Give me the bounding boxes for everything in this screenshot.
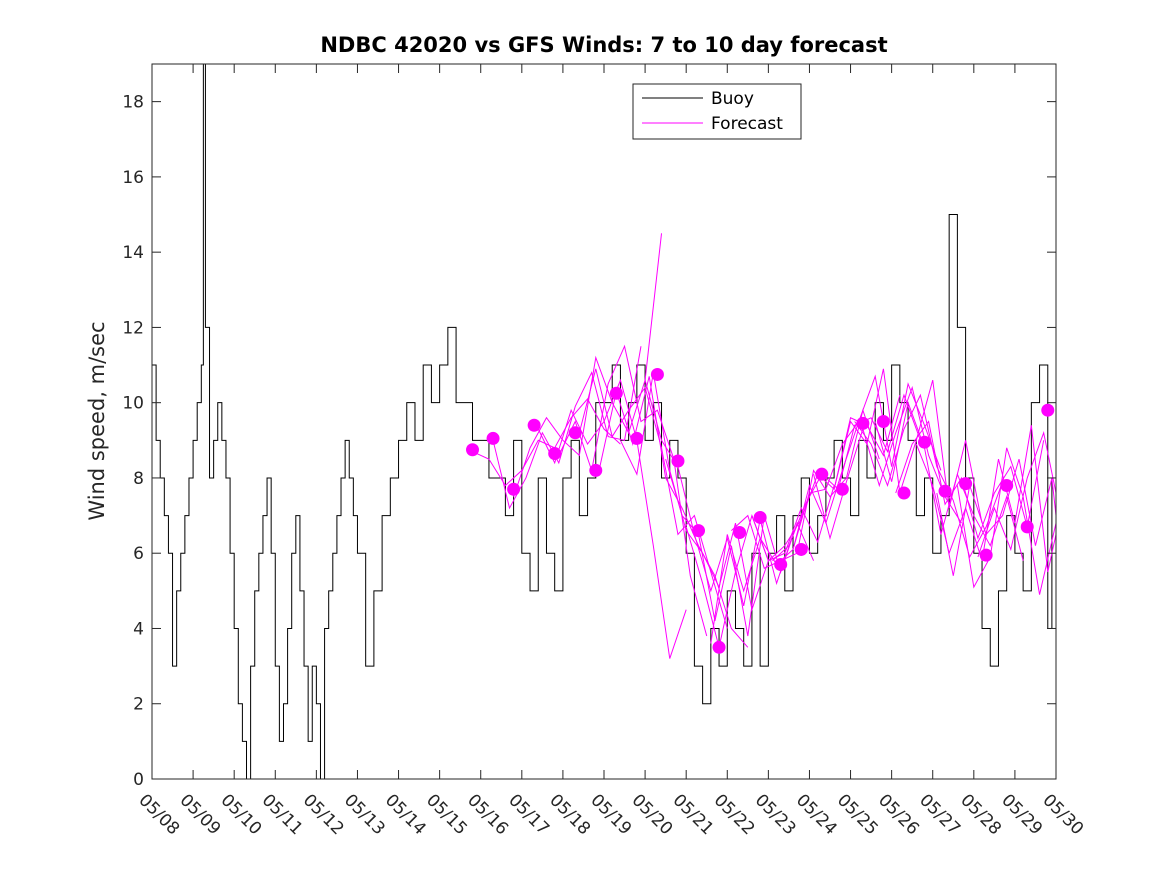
y-tick-label: 18 xyxy=(122,93,144,113)
forecast-point xyxy=(979,548,993,562)
y-axis: 0 2 4 6 8 10 12 14 16 18 xyxy=(122,93,1056,790)
forecast-run-line xyxy=(854,393,1004,559)
forecast-point xyxy=(897,486,911,500)
forecast-point xyxy=(938,484,952,498)
forecast-run-line xyxy=(772,393,921,562)
forecast-point xyxy=(712,640,726,654)
forecast-point xyxy=(568,426,582,440)
forecast-run-line xyxy=(599,376,749,648)
forecast-point xyxy=(815,467,829,481)
y-tick-label: 16 xyxy=(122,168,144,188)
forecast-point xyxy=(835,482,849,496)
forecast-run-line xyxy=(915,425,1057,573)
legend-box xyxy=(632,83,802,140)
y-tick-label: 6 xyxy=(133,544,144,564)
legend-forecast-label: Forecast xyxy=(711,114,783,134)
forecast-point xyxy=(609,386,623,400)
forecast-point xyxy=(774,558,788,571)
y-tick-label: 2 xyxy=(133,695,144,715)
forecast-point xyxy=(794,542,808,556)
legend: Buoy Forecast xyxy=(632,83,802,140)
forecast-run-line xyxy=(956,447,1057,595)
forecast-run-line xyxy=(472,398,621,487)
y-tick-label: 4 xyxy=(133,619,144,639)
forecast-point xyxy=(548,446,562,460)
forecast-point xyxy=(671,454,685,468)
buoy-line xyxy=(152,63,1053,780)
forecast-point xyxy=(918,435,932,449)
forecast-run-line xyxy=(751,395,901,562)
forecast-point xyxy=(650,367,664,381)
y-tick-label: 12 xyxy=(122,318,144,338)
forecast-point xyxy=(486,431,500,445)
forecast-run-line xyxy=(710,421,860,644)
forecast-point xyxy=(507,482,521,496)
forecast-run-line xyxy=(537,378,687,659)
forecast-run-line xyxy=(977,430,1057,558)
forecast-run-line xyxy=(665,458,815,637)
forecast-point xyxy=(466,443,480,457)
buoy-series xyxy=(152,63,1053,780)
forecast-point xyxy=(856,416,870,430)
y-tick-label: 0 xyxy=(133,770,144,790)
forecast-point xyxy=(753,510,767,524)
chart-title: NDBC 42020 vs GFS Winds: 7 to 10 day for… xyxy=(320,33,887,57)
legend-buoy-label: Buoy xyxy=(711,89,754,109)
forecast-series xyxy=(472,233,1057,659)
forecast-point xyxy=(1041,403,1055,417)
y-tick-label: 10 xyxy=(122,394,144,414)
forecast-point xyxy=(876,415,890,428)
forecast-point xyxy=(527,418,541,432)
y-tick-label: 14 xyxy=(122,243,144,263)
forecast-run-line xyxy=(578,368,728,629)
forecast-markers xyxy=(466,367,1055,654)
forecast-point xyxy=(959,477,973,491)
y-tick-label: 8 xyxy=(133,469,144,489)
forecast-point xyxy=(630,431,644,445)
forecast-run-line xyxy=(874,400,1024,561)
forecast-run-line xyxy=(619,372,769,612)
forecast-run-line xyxy=(936,458,1057,576)
forecast-run-line xyxy=(813,385,962,541)
forecast-run-line xyxy=(731,408,880,569)
y-axis-label: Wind speed, m/sec xyxy=(85,321,109,520)
forecast-point xyxy=(1000,478,1014,492)
forecast-point xyxy=(692,524,706,538)
forecast-point xyxy=(1020,520,1034,534)
forecast-run-line xyxy=(513,233,663,497)
forecast-point xyxy=(589,463,603,477)
forecast-point xyxy=(733,526,747,540)
